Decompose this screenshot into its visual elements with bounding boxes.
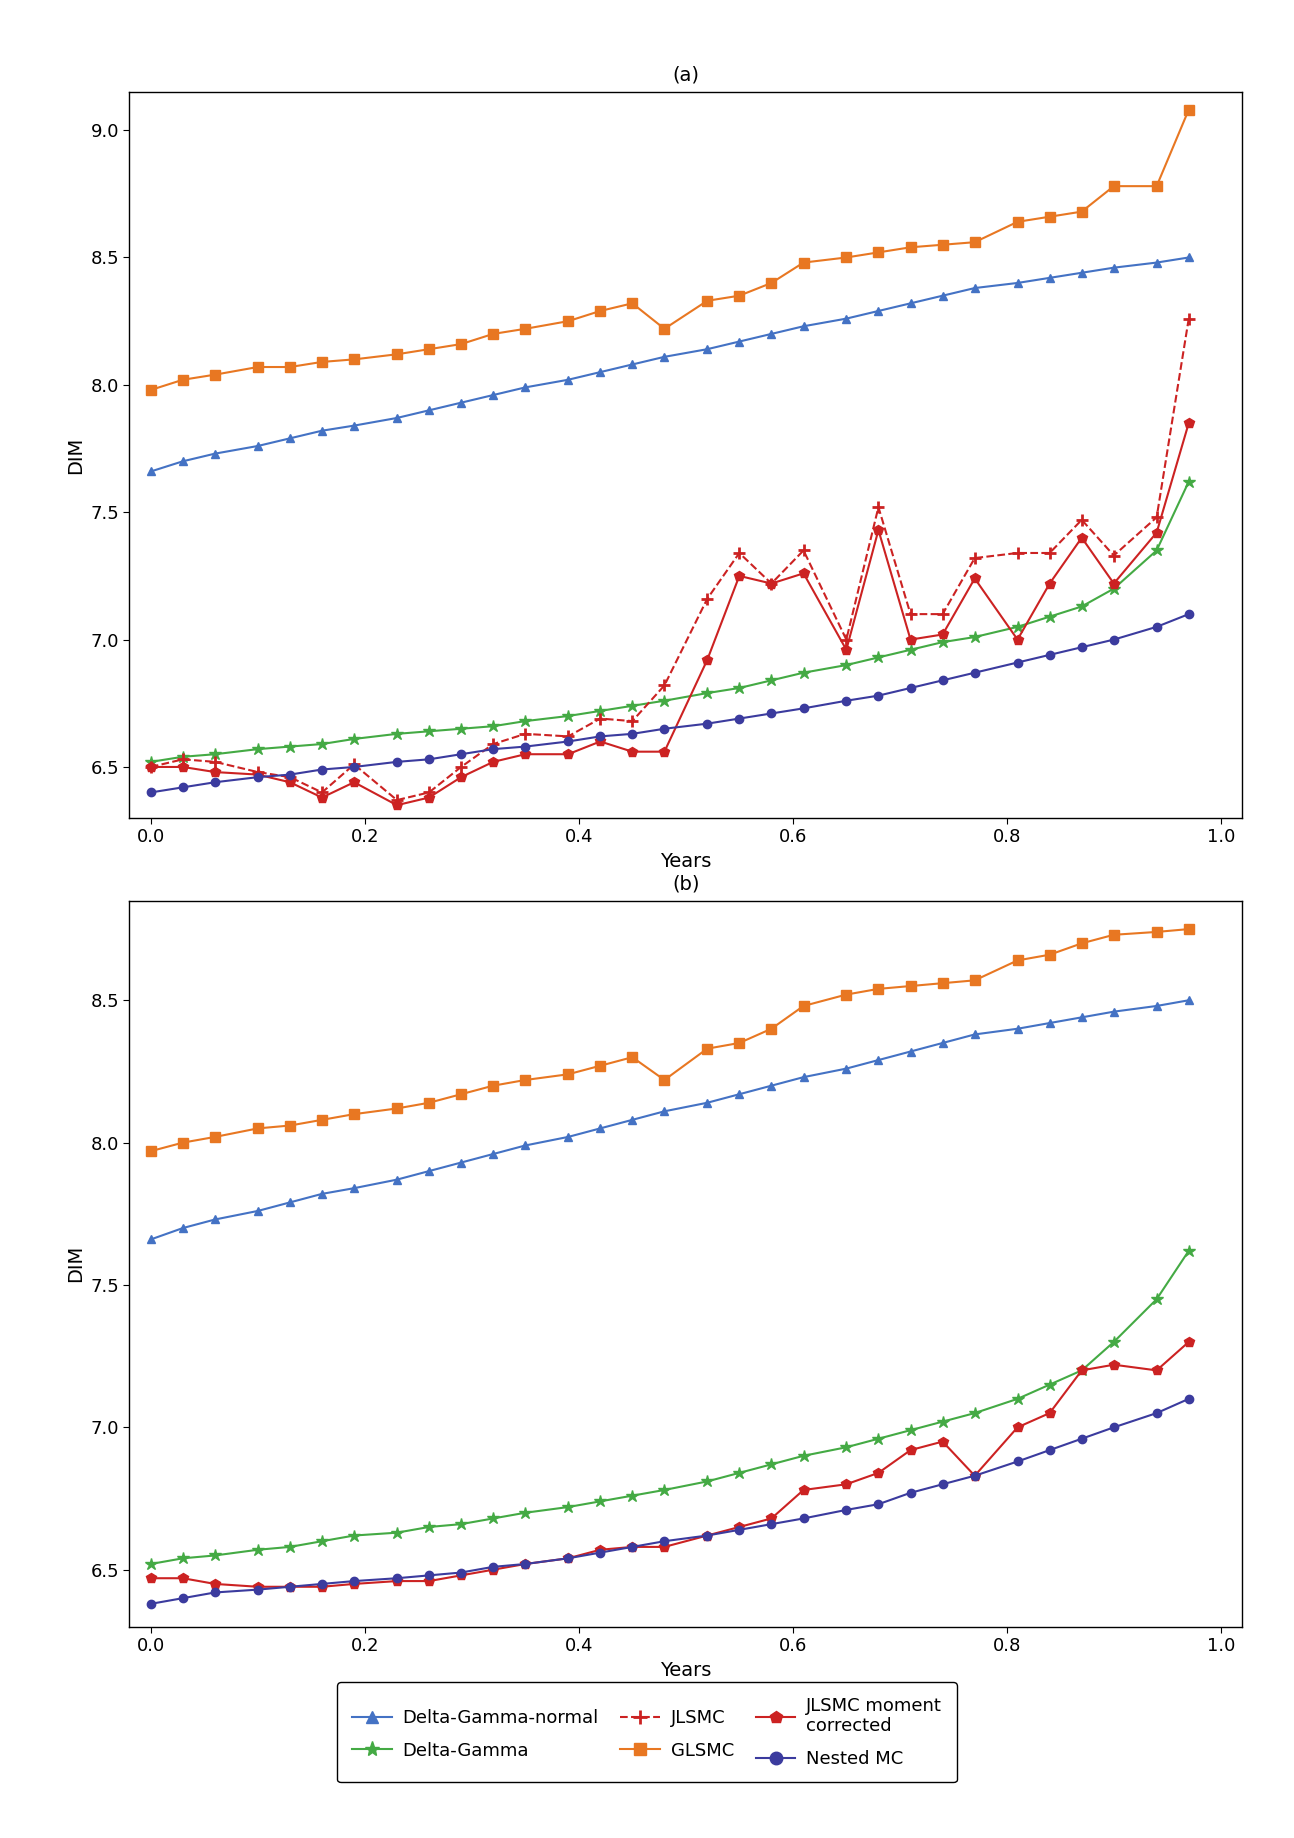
- Y-axis label: DIM: DIM: [66, 436, 84, 474]
- Title: (b): (b): [672, 875, 700, 893]
- Title: (a): (a): [673, 66, 699, 85]
- Y-axis label: DIM: DIM: [66, 1244, 84, 1283]
- X-axis label: Years: Years: [660, 1660, 712, 1680]
- X-axis label: Years: Years: [660, 851, 712, 871]
- Legend: Delta-Gamma-normal, Delta-Gamma, JLSMC, GLSMC, JLSMC moment
corrected, Nested MC: Delta-Gamma-normal, Delta-Gamma, JLSMC, …: [338, 1682, 956, 1783]
